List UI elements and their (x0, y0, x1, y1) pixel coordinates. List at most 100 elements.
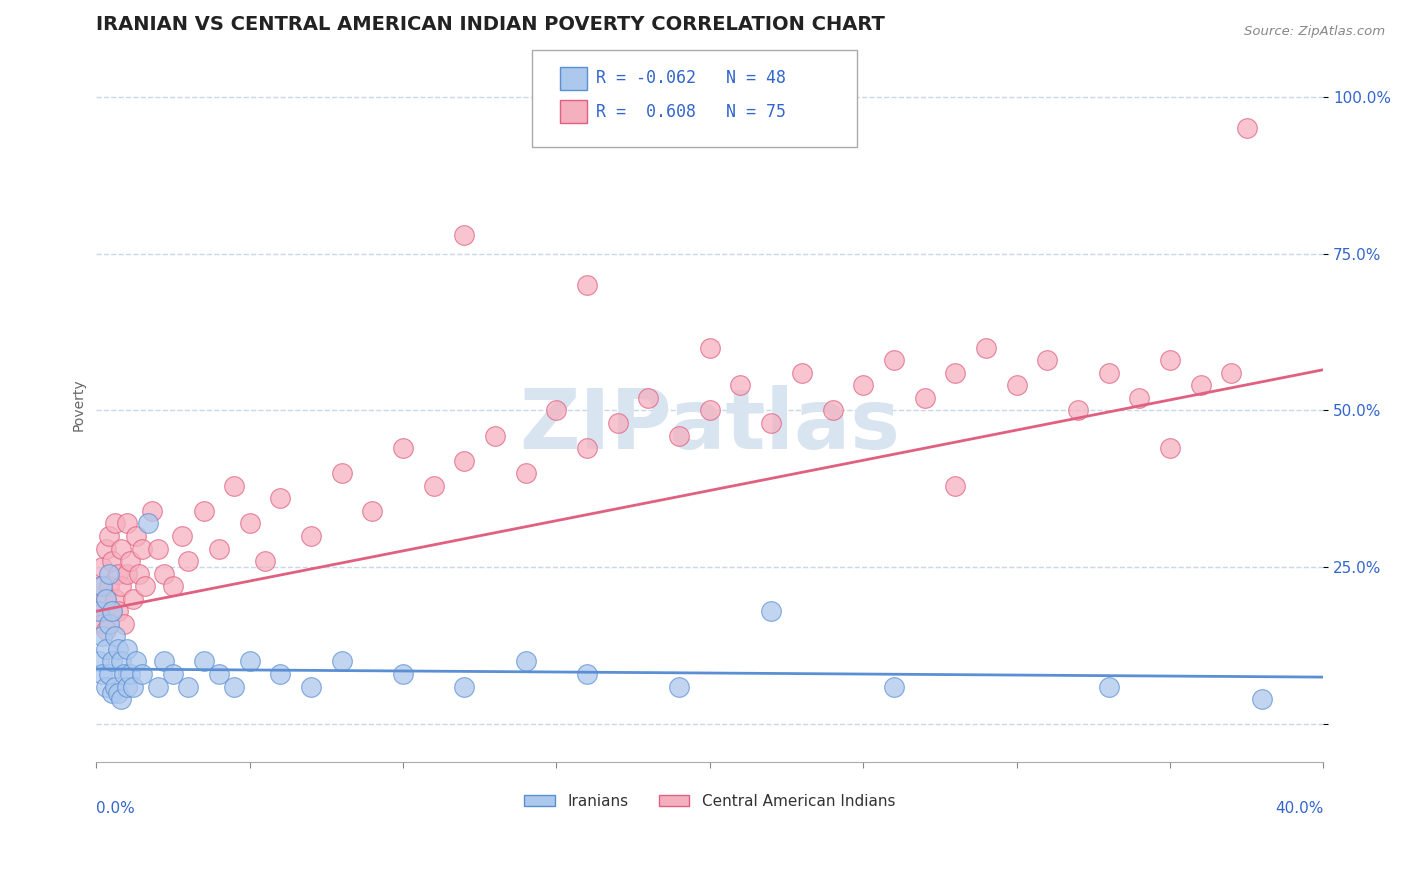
Point (100, 654, 122, 668)
Point (107, 686, 129, 700)
Point (177, 680, 200, 694)
Point (576, 667, 599, 681)
Point (208, 667, 231, 681)
Point (330, 654, 353, 668)
Point (112, 667, 135, 681)
Point (107, 641, 129, 656)
Point (97, 566, 120, 581)
Point (1189, 378, 1212, 392)
Point (392, 441, 415, 455)
Text: R = -0.062   N = 48: R = -0.062 N = 48 (596, 70, 786, 87)
Point (94, 591, 117, 606)
Point (515, 467, 537, 481)
Point (122, 680, 145, 694)
Point (484, 428, 506, 442)
Point (131, 541, 153, 556)
Point (1251, 692, 1274, 706)
Point (97, 579, 120, 593)
Point (1236, 121, 1258, 136)
Point (162, 667, 184, 681)
Point (330, 467, 353, 481)
Point (153, 566, 176, 581)
Y-axis label: Poverty: Poverty (72, 378, 86, 431)
Point (254, 554, 277, 568)
Point (453, 227, 475, 242)
Point (94, 591, 117, 606)
Point (299, 529, 322, 543)
Point (1128, 391, 1150, 405)
Point (699, 341, 721, 355)
Point (112, 616, 135, 631)
Point (1220, 366, 1243, 380)
Point (120, 554, 142, 568)
Point (104, 516, 127, 531)
Point (239, 516, 262, 531)
Point (104, 680, 127, 694)
Point (89, 654, 111, 668)
Point (110, 541, 132, 556)
Point (453, 453, 475, 467)
Point (91, 667, 114, 681)
Point (94, 641, 117, 656)
Point (361, 504, 384, 518)
Point (91, 579, 114, 593)
Point (269, 491, 291, 506)
Text: IRANIAN VS CENTRAL AMERICAN INDIAN POVERTY CORRELATION CHART: IRANIAN VS CENTRAL AMERICAN INDIAN POVER… (97, 15, 886, 34)
Point (453, 680, 475, 694)
Point (146, 680, 169, 694)
Point (668, 428, 690, 442)
Point (94, 680, 117, 694)
Bar (560, 100, 588, 123)
Point (974, 341, 997, 355)
Point (94, 623, 117, 637)
Point (110, 579, 132, 593)
Point (122, 591, 145, 606)
Point (115, 680, 138, 694)
Point (576, 441, 599, 455)
Point (97, 529, 120, 543)
Point (299, 680, 322, 694)
Point (89, 604, 111, 618)
Point (100, 604, 122, 618)
Point (943, 479, 966, 493)
Point (883, 680, 905, 694)
Point (115, 566, 138, 581)
Point (125, 529, 148, 543)
Point (104, 591, 127, 606)
Point (100, 604, 122, 618)
Point (110, 654, 132, 668)
Point (668, 680, 690, 694)
Point (97, 616, 120, 631)
Point (162, 579, 184, 593)
Text: R =  0.608   N = 75: R = 0.608 N = 75 (596, 103, 786, 120)
Point (883, 353, 905, 368)
Legend: Iranians, Central American Indians: Iranians, Central American Indians (519, 788, 901, 815)
Point (100, 554, 122, 568)
Point (104, 629, 127, 643)
Point (115, 516, 138, 531)
Point (730, 378, 752, 392)
Point (115, 641, 138, 656)
Text: Source: ZipAtlas.com: Source: ZipAtlas.com (1244, 25, 1385, 38)
Point (193, 504, 215, 518)
Point (138, 516, 160, 531)
Point (1159, 441, 1181, 455)
Text: ZIPatlas: ZIPatlas (519, 385, 900, 467)
Point (759, 604, 782, 618)
Point (120, 667, 142, 681)
Point (1005, 378, 1028, 392)
Point (546, 403, 568, 417)
Point (146, 541, 169, 556)
Point (699, 403, 721, 417)
Point (224, 680, 246, 694)
Point (128, 566, 150, 581)
Point (89, 604, 111, 618)
Point (1097, 366, 1119, 380)
Point (852, 378, 875, 392)
Point (392, 667, 415, 681)
Point (943, 366, 966, 380)
Point (790, 366, 813, 380)
Bar (560, 67, 588, 89)
Point (97, 667, 120, 681)
Point (576, 278, 599, 293)
